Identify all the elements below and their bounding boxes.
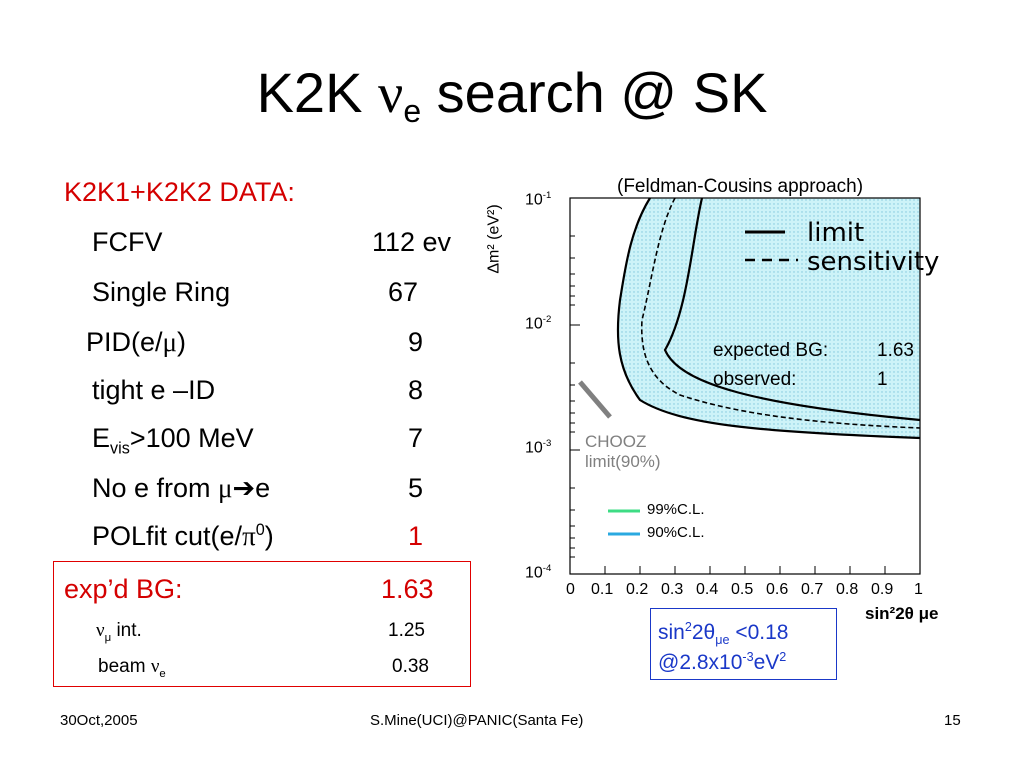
- row-value-pid: 9: [408, 327, 424, 357]
- x-tick-label: 0.8: [836, 581, 859, 598]
- row-value-tight-e-id: 8: [408, 375, 424, 405]
- row-value-no-e-from-mu: 5: [408, 473, 424, 503]
- x-axis-label: sin²2θ μe: [865, 604, 939, 623]
- x-tick-label: 0.3: [661, 581, 684, 598]
- row-label-polfit: POLfit cut(e/π0): [92, 521, 274, 551]
- x-tick-label: 0.1: [591, 581, 614, 598]
- numu-int-value: 1.25: [388, 620, 425, 641]
- oscillation-exclusion-plot: [569, 197, 921, 575]
- row-value-single-ring: 67: [388, 277, 419, 307]
- bg-value: 1.63: [381, 574, 434, 604]
- row-label-tight-e-id: tight e –ID: [92, 375, 216, 405]
- result-line-1: sin22θμe <0.18: [658, 620, 789, 648]
- x-tick-label: 0.9: [871, 581, 894, 598]
- result-box: [650, 608, 837, 680]
- y-tick-label: 10-4: [525, 563, 552, 582]
- numu-int-label: νμ int.: [96, 620, 142, 644]
- legend-90cl-label: 90%C.L.: [647, 524, 705, 541]
- row-value-evis: 7: [408, 423, 424, 453]
- y-tick-label: 10-2: [525, 314, 552, 333]
- legend-99cl-label: 99%C.L.: [647, 501, 705, 518]
- limit-contour: [616, 197, 921, 440]
- beam-nue-label: beam νe: [98, 656, 166, 680]
- row-label-pid: PID(e/μ): [86, 327, 187, 357]
- footer-author: S.Mine(UCI)@PANIC(Santa Fe): [370, 712, 584, 729]
- arrow-right-icon: ➔: [232, 473, 256, 503]
- chooz-limit-line: [578, 380, 612, 419]
- limit-contour-inner: [663, 197, 921, 422]
- observed-label: observed:: [713, 369, 797, 390]
- bg-label: exp’d BG:: [64, 574, 183, 604]
- row-value-fcfv: 112 ev: [372, 227, 452, 257]
- row-label-fcfv: FCFV: [92, 227, 163, 257]
- y-tick-label: 10-3: [525, 438, 552, 457]
- row-label-no-e-from-mu: No e from μ➔e: [92, 473, 271, 503]
- row-label-evis: Evis>100 MeV: [92, 423, 254, 458]
- beam-nue-value: 0.38: [392, 656, 429, 677]
- x-tick-label: 0.5: [731, 581, 754, 598]
- background-box: [53, 561, 471, 687]
- footer-page-number: 15: [944, 712, 961, 729]
- row-label-single-ring: Single Ring: [92, 277, 231, 307]
- x-tick-label: 0.6: [766, 581, 789, 598]
- expected-bg-label: expected BG:: [713, 340, 829, 361]
- sensitivity-contour: [640, 197, 921, 429]
- expected-bg-value: 1.63: [877, 340, 914, 361]
- x-tick-label: 0.7: [801, 581, 824, 598]
- chooz-label: CHOOZ: [585, 432, 647, 451]
- footer-date: 30Oct,2005: [60, 712, 138, 729]
- approach-label: (Feldman-Cousins approach): [617, 176, 864, 197]
- x-tick-label: 0.4: [696, 581, 719, 598]
- excluded-region: [617, 198, 920, 438]
- row-value-polfit: 1: [408, 521, 424, 551]
- chooz-limit-label: limit(90%): [585, 452, 661, 471]
- legend-limit-label: limit: [807, 218, 865, 248]
- y-axis-label: Δm² (eV²): [485, 204, 503, 274]
- slide-title: K2K νe search @ SK: [256, 61, 768, 129]
- y-tick-label: 10-1: [525, 190, 552, 209]
- x-tick-label: 0: [566, 581, 575, 598]
- x-tick-label: 1: [914, 581, 923, 598]
- x-tick-label: 0.2: [626, 581, 649, 598]
- data-header: K2K1+K2K2 DATA:: [64, 177, 295, 207]
- observed-value: 1: [877, 369, 888, 390]
- result-line-2: @2.8x10-3eV2: [658, 650, 787, 674]
- legend-sensitivity-label: sensitivity: [807, 247, 940, 277]
